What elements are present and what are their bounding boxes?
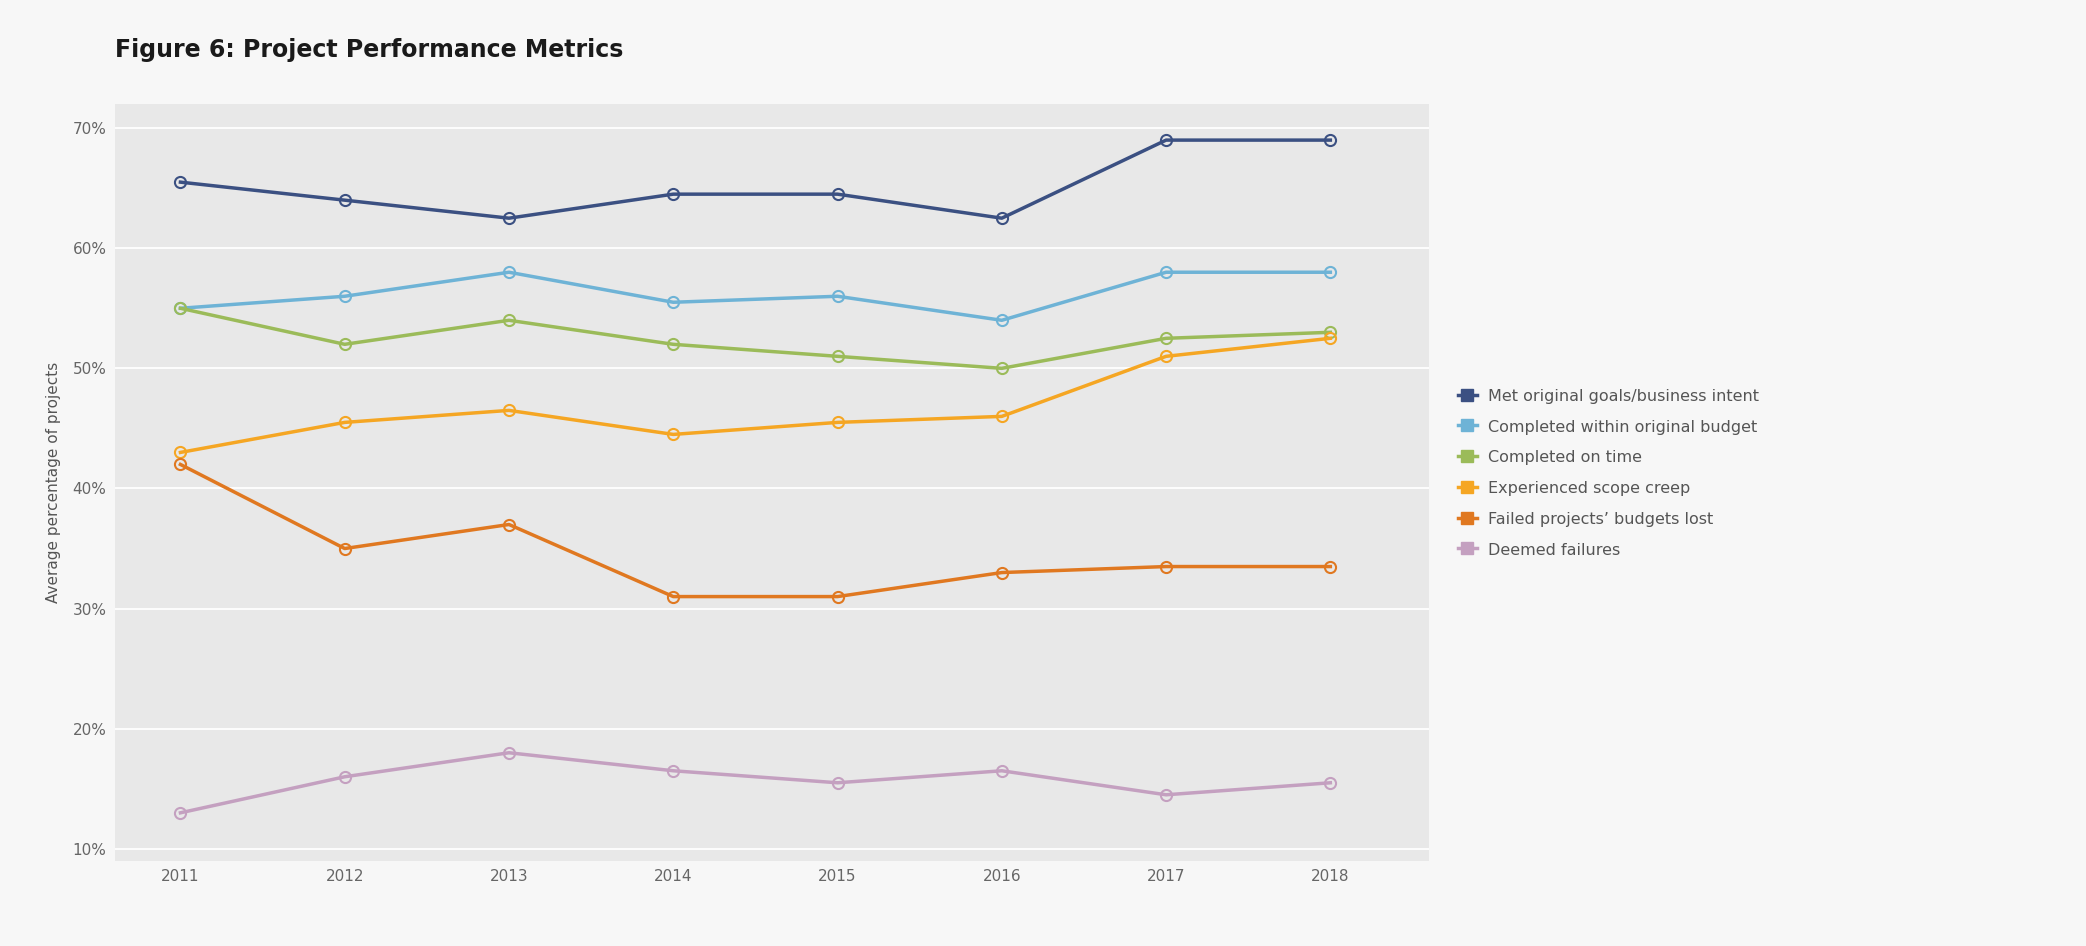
Completed within original budget [661,297,686,308]
Completed on time [332,339,357,350]
Failed projects’ budgets lost [824,591,849,603]
Met original goals/business intent [496,213,522,224]
Experienced scope creep [1318,333,1343,344]
Completed on time [661,339,686,350]
Completed within original budget [1154,267,1179,278]
Met original goals/business intent [989,213,1014,224]
Completed on time [167,303,192,314]
Met original goals/business intent [661,188,686,200]
Experienced scope creep [661,429,686,440]
Deemed failures [661,765,686,777]
Met original goals/business intent [1318,134,1343,146]
Line: Met original goals/business intent: Met original goals/business intent [175,134,1335,224]
Experienced scope creep [332,417,357,429]
Deemed failures [167,807,192,818]
Deemed failures [1318,777,1343,788]
Completed on time [496,315,522,326]
Completed on time [1318,326,1343,338]
Deemed failures [824,777,849,788]
Line: Completed within original budget: Completed within original budget [175,267,1335,325]
Completed on time [989,362,1014,374]
Failed projects’ budgets lost [167,459,192,470]
Completed within original budget [1318,267,1343,278]
Experienced scope creep [167,447,192,458]
Met original goals/business intent [824,188,849,200]
Completed within original budget [332,290,357,302]
Deemed failures [1154,789,1179,800]
Line: Experienced scope creep: Experienced scope creep [175,333,1335,458]
Completed within original budget [989,315,1014,326]
Completed within original budget [496,267,522,278]
Deemed failures [496,747,522,759]
Failed projects’ budgets lost [332,543,357,554]
Met original goals/business intent [332,195,357,206]
Text: Figure 6: Project Performance Metrics: Figure 6: Project Performance Metrics [115,38,624,61]
Completed within original budget [824,290,849,302]
Failed projects’ budgets lost [661,591,686,603]
Met original goals/business intent [1154,134,1179,146]
Line: Failed projects’ budgets lost: Failed projects’ budgets lost [175,459,1335,603]
Line: Deemed failures: Deemed failures [175,747,1335,818]
Line: Completed on time: Completed on time [175,303,1335,374]
Deemed failures [989,765,1014,777]
Legend: Met original goals/business intent, Completed within original budget, Completed : Met original goals/business intent, Comp… [1458,388,1758,558]
Experienced scope creep [1154,351,1179,362]
Met original goals/business intent [167,177,192,188]
Completed on time [824,351,849,362]
Failed projects’ budgets lost [989,567,1014,578]
Experienced scope creep [824,417,849,429]
Completed within original budget [167,303,192,314]
Completed on time [1154,333,1179,344]
Experienced scope creep [496,405,522,416]
Failed projects’ budgets lost [1318,561,1343,572]
Experienced scope creep [989,411,1014,422]
Y-axis label: Average percentage of projects: Average percentage of projects [46,361,60,604]
Deemed failures [332,771,357,782]
Failed projects’ budgets lost [1154,561,1179,572]
Failed projects’ budgets lost [496,518,522,530]
